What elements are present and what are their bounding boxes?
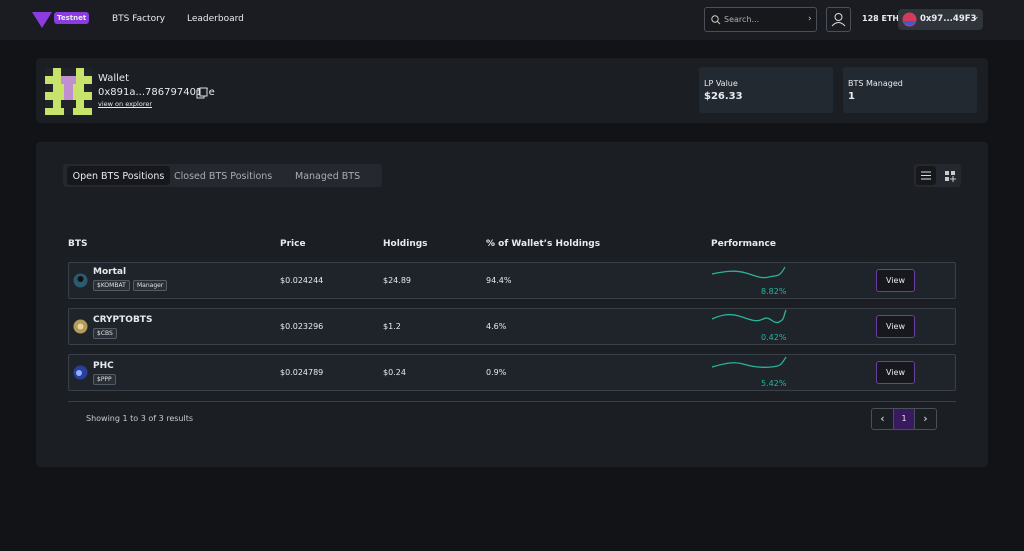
sparkline <box>711 356 787 369</box>
performance: 0.42% <box>761 333 787 342</box>
view-button[interactable]: View <box>876 315 915 338</box>
token-name: PHC <box>93 361 114 371</box>
tab-active[interactable]: Open BTS Positions <box>67 166 170 185</box>
column-header: Performance <box>711 239 776 249</box>
nav-link[interactable]: Leaderboard <box>187 14 244 24</box>
sparkline <box>711 266 786 279</box>
search-placeholder: Search... <box>724 15 760 24</box>
balance: 128 ETH <box>862 14 900 23</box>
table-row: PHC $PPP $0.024789 $0.24 0.9% 5.42% View <box>68 354 956 391</box>
account-avatar <box>902 12 917 27</box>
share: 94.4% <box>486 276 512 285</box>
token-ticker: $KOMBAT <box>93 280 130 291</box>
price: $0.023296 <box>280 322 324 331</box>
account-caret: ⌄ <box>972 12 980 22</box>
price: $0.024244 <box>280 276 324 285</box>
list-view-button[interactable] <box>916 166 936 185</box>
wallet-avatar <box>45 68 92 115</box>
prev-page[interactable]: ‹ <box>880 412 885 425</box>
copy-icon[interactable] <box>196 87 208 99</box>
stat-box: BTS Managed 1 <box>843 67 977 113</box>
token-ticker: $PPP <box>93 374 116 385</box>
stat-box: LP Value $26.33 <box>699 67 833 113</box>
performance: 8.82% <box>761 287 787 296</box>
token-name: Mortal <box>93 267 127 277</box>
column-header: Holdings <box>383 239 428 249</box>
stat-value: 1 <box>848 91 855 102</box>
user-icon <box>831 13 846 27</box>
wallet-card: Wallet 0x891a...7867974017e view on expl… <box>36 58 988 123</box>
token-icon <box>73 273 88 288</box>
table-row: Mortal $KOMBAT Manager $0.024244 $24.89 … <box>68 262 956 299</box>
view-toggle <box>914 164 961 187</box>
price: $0.024789 <box>280 368 324 377</box>
divider <box>68 401 956 402</box>
explorer-link[interactable]: view on explorer <box>98 100 153 108</box>
stat-label: BTS Managed <box>848 79 903 88</box>
column-header: BTS <box>68 239 88 249</box>
holdings: $24.89 <box>383 276 411 285</box>
table-row: CRYPTOBTS $CBS $0.023296 $1.2 4.6% 0.42%… <box>68 308 956 345</box>
tab[interactable]: Closed BTS Positions <box>174 171 273 182</box>
share: 4.6% <box>486 322 507 331</box>
performance: 5.42% <box>761 379 787 388</box>
token-ticker: $CBS <box>93 328 117 339</box>
testnet-badge: Testnet <box>54 12 90 24</box>
search-icon <box>711 15 721 25</box>
tab[interactable]: Managed BTS <box>295 171 361 182</box>
stat-label: LP Value <box>704 79 738 88</box>
account-button[interactable]: 0x97...49F3 ⌄ <box>898 9 983 30</box>
positions-panel: Open BTS Positions Closed BTS Positions … <box>36 142 988 467</box>
view-button[interactable]: View <box>876 361 915 384</box>
manager-badge: Manager <box>133 280 168 291</box>
account-address: 0x97...49F3 <box>920 14 977 24</box>
stat-value: $26.33 <box>704 91 743 102</box>
pagination: ‹ 1 › <box>871 408 937 430</box>
profile-button[interactable] <box>826 7 851 32</box>
view-button[interactable]: View <box>876 269 915 292</box>
results-summary: Showing 1 to 3 of 3 results <box>86 414 194 423</box>
wallet-address: 0x891a...7867974017e <box>98 87 215 98</box>
holdings: $1.2 <box>383 322 401 331</box>
tab-bar: Open BTS Positions Closed BTS Positions … <box>63 164 382 187</box>
token-icon <box>73 365 88 380</box>
wallet-label: Wallet <box>98 73 130 84</box>
search-box[interactable]: Search... › <box>704 7 817 32</box>
next-page[interactable]: › <box>923 412 928 425</box>
column-header: % of Wallet’s Holdings <box>486 239 601 249</box>
search-arrow: › <box>808 14 812 24</box>
share: 0.9% <box>486 368 507 377</box>
sparkline <box>711 309 787 324</box>
logo <box>32 12 52 28</box>
token-name: CRYPTOBTS <box>93 315 153 325</box>
list-icon <box>921 171 931 180</box>
token-icon <box>73 319 88 334</box>
nav-bar: Testnet BTS Factory Leaderboard Search..… <box>0 0 1024 40</box>
page-number[interactable]: 1 <box>893 409 915 429</box>
grid-view-button[interactable] <box>940 166 960 185</box>
column-header: Price <box>280 239 306 249</box>
holdings: $0.24 <box>383 368 406 377</box>
nav-link[interactable]: BTS Factory <box>112 14 166 24</box>
